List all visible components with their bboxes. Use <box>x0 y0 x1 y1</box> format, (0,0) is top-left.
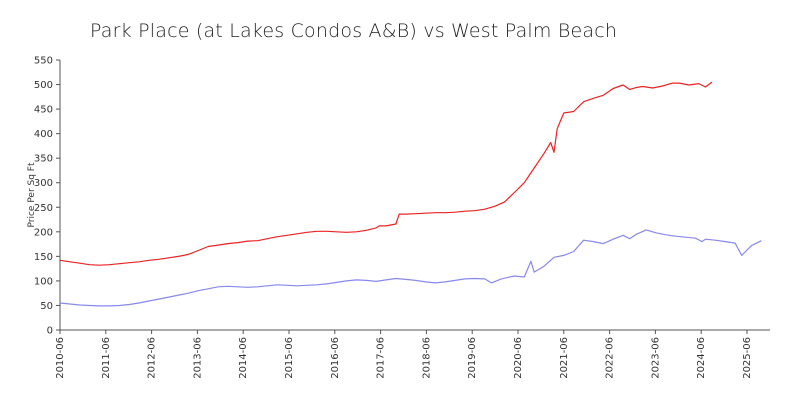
x-tick-label: 2024-06 <box>696 337 707 379</box>
y-tick-label: 550 <box>34 56 53 67</box>
x-tick-label: 2012-06 <box>147 337 158 379</box>
y-tick-label: 350 <box>34 154 53 165</box>
y-tick-label: 400 <box>34 129 53 140</box>
series-layer <box>59 81 762 307</box>
x-tick-label: 2018-06 <box>421 337 432 379</box>
x-tick-label: 2010-06 <box>55 337 66 379</box>
x-tick-label: 2022-06 <box>605 337 616 379</box>
x-tick-label: 2021-06 <box>559 337 570 379</box>
axes: 0 50 100 150 200 250 300 350 400 450 500 550 2010-06… <box>34 56 770 379</box>
y-tick-label: 500 <box>34 80 53 91</box>
y-tick-label: 0 <box>47 326 53 337</box>
x-tick-label: 2014-06 <box>238 337 249 379</box>
series-line-red <box>59 81 713 266</box>
x-tick-label: 2023-06 <box>650 337 661 379</box>
y-tick-label: 50 <box>40 301 53 312</box>
x-tick-label: 2016-06 <box>330 337 341 379</box>
x-tick-label: 2017-06 <box>376 337 387 379</box>
x-tick-label: 2015-06 <box>284 337 295 379</box>
y-tick-label: 200 <box>34 227 53 238</box>
x-tick-label: 2025-06 <box>742 337 753 379</box>
x-tick-label: 2019-06 <box>467 337 478 379</box>
chart-title: Park Place (at Lakes Condos A&B) vs West… <box>90 20 618 42</box>
y-tick-label: 300 <box>34 178 53 189</box>
x-tick-label: 2011-06 <box>101 337 112 379</box>
y-tick-label: 450 <box>34 105 53 116</box>
x-tick-label: 2020-06 <box>513 337 524 379</box>
y-tick-label: 150 <box>34 252 53 263</box>
series-line-blue <box>59 229 762 307</box>
x-tick-label: 2013-06 <box>192 337 203 379</box>
y-axis-title: Price Per Sq Ft <box>27 162 37 227</box>
y-tick-label: 100 <box>34 276 53 287</box>
y-tick-label: 250 <box>34 203 53 214</box>
